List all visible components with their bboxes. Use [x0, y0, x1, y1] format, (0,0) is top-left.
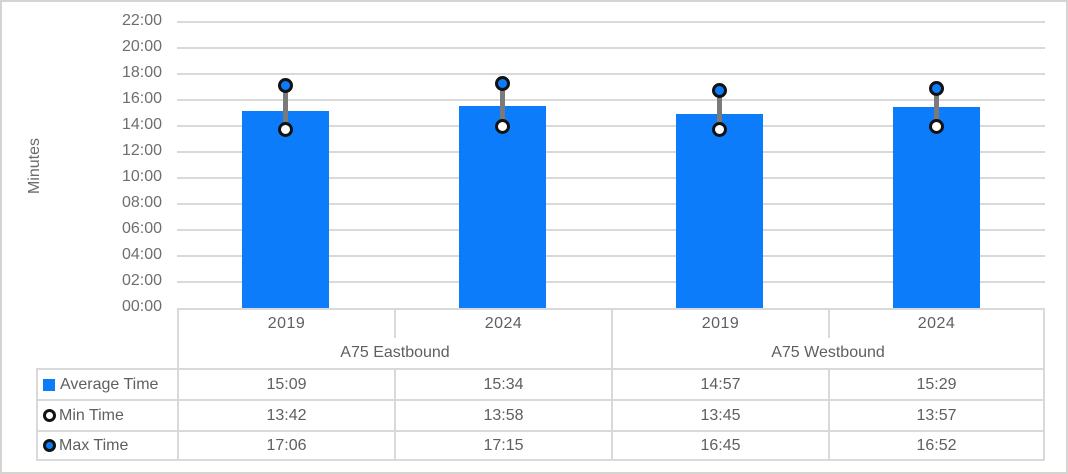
y-axis-tick-labels: 00:00 02:00 04:00 06:00 08:00 10:00 12:00 14:00…	[90, 12, 162, 315]
y-tick-label: 12:00	[121, 142, 162, 159]
min-time-marker	[278, 122, 293, 138]
table-value: 15:34	[394, 368, 611, 399]
table-value: 15:29	[828, 368, 1045, 399]
max-time-marker	[712, 82, 727, 98]
gridline	[177, 21, 1045, 23]
minmax-connector	[500, 83, 505, 127]
average-time-bar	[459, 105, 546, 308]
minmax-connector	[934, 88, 939, 127]
legend-label: Min Time	[59, 406, 124, 424]
y-tick-label: 14:00	[121, 116, 162, 133]
y-axis-title: Minutes	[26, 137, 43, 195]
minmax-connector	[717, 90, 722, 130]
min-time-marker	[929, 119, 944, 135]
y-tick-label: 22:00	[121, 12, 162, 29]
max-time-marker	[495, 76, 510, 92]
gridline	[177, 47, 1045, 49]
average-time-swatch-icon	[43, 378, 55, 391]
y-tick-label: 10:00	[121, 168, 162, 185]
gridline	[177, 73, 1045, 75]
table-value: 15:09	[177, 368, 394, 399]
table-value: 17:15	[394, 430, 611, 461]
gridline	[177, 177, 1045, 179]
y-tick-label: 16:00	[121, 90, 162, 107]
gridline	[177, 99, 1045, 101]
average-time-bar	[676, 113, 763, 308]
y-tick-label: 18:00	[121, 64, 162, 81]
legend-item-min-time: Min Time	[36, 399, 177, 430]
table-corner-spacer	[36, 308, 177, 338]
y-tick-label: 06:00	[121, 220, 162, 237]
table-value: 16:52	[828, 430, 1045, 461]
y-tick-label: 00:00	[121, 298, 162, 315]
minmax-connector	[283, 85, 288, 130]
table-value: 16:45	[611, 430, 828, 461]
table-value: 13:45	[611, 399, 828, 430]
table-value: 13:58	[394, 399, 611, 430]
average-time-bar	[242, 111, 329, 308]
legend-label: Max Time	[59, 436, 129, 454]
y-tick-label: 08:00	[121, 194, 162, 211]
gridline	[177, 229, 1045, 231]
legend-item-average-time: Average Time	[36, 368, 177, 399]
group-header-westbound: A75 Westbound	[611, 338, 1045, 368]
gridline	[177, 125, 1045, 127]
max-time-marker-icon	[43, 439, 56, 452]
year-header: 2019	[177, 308, 394, 338]
year-header: 2024	[828, 308, 1045, 338]
gridline	[177, 151, 1045, 153]
y-tick-label: 02:00	[121, 272, 162, 289]
y-tick-label: 04:00	[121, 246, 162, 263]
table-value: 13:57	[828, 399, 1045, 430]
gridline	[177, 255, 1045, 257]
legend-label: Average Time	[60, 375, 159, 393]
table-value: 13:42	[177, 399, 394, 430]
year-header: 2019	[611, 308, 828, 338]
gridline	[177, 203, 1045, 205]
year-header: 2024	[394, 308, 611, 338]
max-time-marker	[929, 81, 944, 97]
plot-area	[177, 21, 1045, 308]
max-time-marker	[278, 78, 293, 94]
y-tick-label: 20:00	[121, 38, 162, 55]
min-time-marker	[712, 121, 727, 137]
min-time-marker	[495, 118, 510, 134]
min-time-marker-icon	[43, 409, 56, 422]
group-header-eastbound: A75 Eastbound	[177, 338, 611, 368]
average-time-bar	[893, 106, 980, 308]
data-table: 2019 2024 2019 2024 A75 Eastbound A75 We…	[36, 308, 1045, 461]
table-corner-spacer	[36, 338, 177, 368]
gridline	[177, 281, 1045, 283]
legend-item-max-time: Max Time	[36, 430, 177, 461]
table-value: 17:06	[177, 430, 394, 461]
table-value: 14:57	[611, 368, 828, 399]
